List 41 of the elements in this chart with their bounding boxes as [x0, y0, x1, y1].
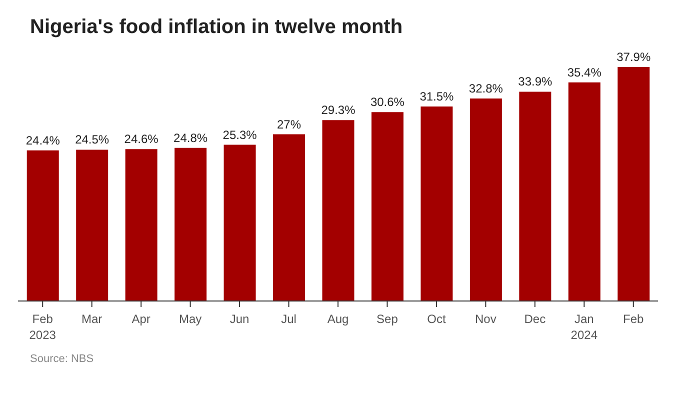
x-tick-label: Apr: [132, 312, 150, 326]
data-label: 30.6%: [370, 95, 405, 110]
data-label: 32.8%: [468, 81, 504, 96]
bar: [224, 144, 256, 301]
data-label: 29.3%: [321, 103, 356, 118]
bar: [371, 112, 404, 301]
data-label: 35.4%: [567, 65, 602, 80]
data-label: 25.3%: [222, 128, 258, 142]
data-label: 24.8%: [174, 130, 208, 145]
bar: [568, 82, 600, 301]
bar: [322, 120, 354, 301]
bar: [618, 67, 650, 301]
x-tick-label: Jul: [281, 312, 296, 326]
data-label: 24.6%: [124, 132, 159, 146]
data-label: 27%: [277, 117, 302, 132]
x-tick-label: Mar: [82, 312, 102, 326]
x-tick-label: Jan 2024: [570, 312, 598, 342]
x-tick-label: May: [178, 312, 202, 326]
data-label: 37.9%: [616, 50, 651, 64]
x-tick-label: Feb 2023: [29, 312, 56, 342]
x-tick-label: Oct: [427, 312, 446, 326]
bar: [174, 148, 207, 301]
data-label: 33.9%: [518, 74, 553, 89]
bar: [125, 149, 158, 301]
bar: [273, 134, 306, 301]
bar: [519, 92, 552, 301]
bar: [470, 98, 502, 301]
x-tick-label: Jun: [230, 312, 250, 326]
x-tick-label: Nov: [475, 312, 496, 326]
data-label: 24.5%: [75, 132, 110, 147]
bar: [420, 106, 453, 301]
x-tick-label: Aug: [327, 312, 349, 326]
bar: [76, 150, 108, 301]
bar: [26, 150, 59, 301]
x-tick-label: Feb: [623, 312, 644, 326]
source-note: Source: NBS: [29, 353, 95, 365]
x-tick-label: Sep: [376, 312, 398, 326]
data-label: 24.4%: [26, 133, 60, 148]
chart-title: Nigeria's food inflation in twelve month: [29, 15, 404, 40]
x-tick-label: Dec: [524, 312, 546, 326]
data-label: 31.5%: [420, 90, 454, 104]
